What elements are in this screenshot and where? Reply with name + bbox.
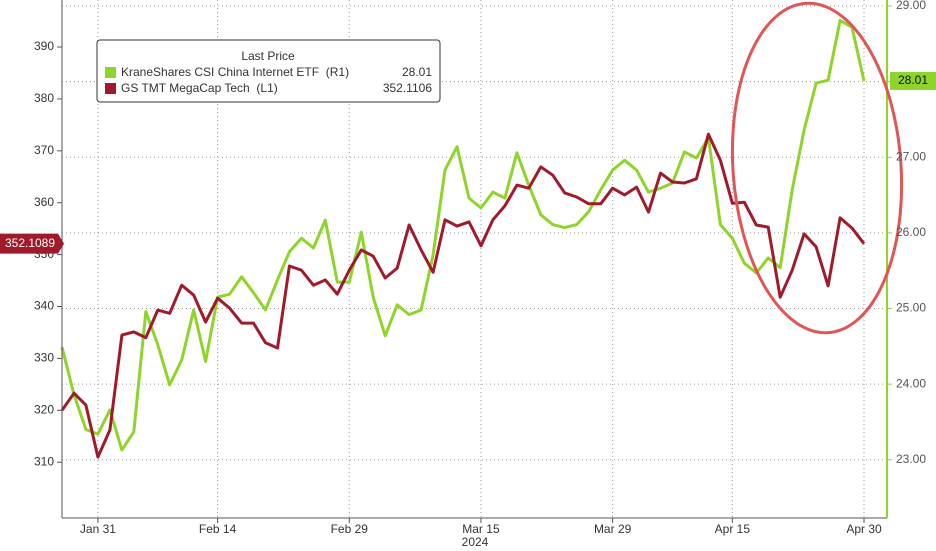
x-tick-label: Feb 29	[331, 522, 369, 536]
y2-tick-label: 29.00	[896, 0, 926, 12]
y2-tick-label: 26.00	[896, 225, 926, 239]
y2-tick-label: 23.00	[896, 452, 926, 466]
y-tick-label: 370	[34, 143, 54, 157]
legend-label: KraneShares CSI China Internet ETF (R1)	[121, 65, 349, 79]
x-tick-label: Apr 30	[846, 522, 882, 536]
y-tick-label: 390	[34, 39, 54, 53]
y-tick-label: 320	[34, 402, 54, 416]
last-value-box	[890, 71, 936, 90]
legend: Last Price KraneShares CSI China Interne…	[96, 39, 441, 103]
last-value-label: 352.1089	[5, 236, 55, 250]
x-tick-label: Feb 14	[199, 522, 237, 536]
legend-box	[96, 39, 441, 103]
last-value-label: 28.01	[898, 73, 928, 87]
legend-label: GS TMT MegaCap Tech (L1)	[121, 81, 278, 95]
y-tick-label: 340	[34, 299, 54, 313]
x-tick-label: Apr 15	[715, 522, 751, 536]
highlight-ellipse	[730, 1, 904, 335]
series-line	[60, 132, 866, 459]
y-tick-label: 360	[34, 195, 54, 209]
y2-tick-label: 25.00	[896, 301, 926, 315]
legend-value: 352.1106	[383, 81, 432, 95]
y-tick-label: 380	[34, 91, 54, 105]
x-tick-label: Mar 15	[462, 522, 500, 536]
y2-tick-label: 24.00	[896, 376, 926, 390]
x-tick-label: Mar 29	[594, 522, 632, 536]
legend-swatch	[105, 83, 116, 94]
x-axis-label: 2024	[462, 535, 489, 549]
legend-swatch	[105, 67, 116, 78]
legend-value: 28.01	[402, 65, 432, 79]
legend-title: Last Price	[241, 49, 295, 63]
y-tick-label: 310	[34, 454, 54, 468]
y-tick-label: 330	[34, 351, 54, 365]
last-value-box	[0, 233, 64, 254]
lines	[60, 18, 866, 459]
series-line	[60, 18, 866, 452]
y2-tick-label: 27.00	[896, 149, 926, 163]
x-tick-label: Jan 31	[80, 522, 116, 536]
